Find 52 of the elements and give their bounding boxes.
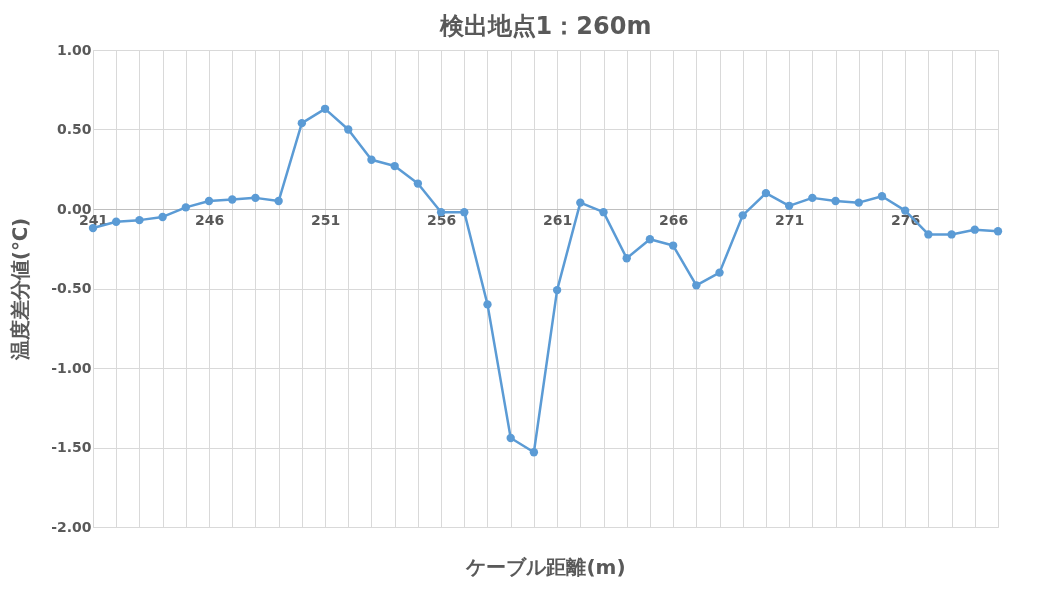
x-tick-label: 271: [775, 211, 805, 228]
point: [993, 227, 1003, 236]
x-tick-label: 266: [659, 211, 689, 228]
point: [204, 196, 214, 206]
point: [390, 161, 399, 171]
point: [715, 268, 724, 277]
point: [297, 118, 307, 128]
point: [738, 211, 747, 220]
point: [367, 155, 376, 164]
point: [599, 208, 608, 217]
point: [529, 448, 539, 457]
point: [576, 198, 585, 207]
point: [784, 201, 794, 210]
point: [112, 217, 121, 226]
x-tick-label: 261: [542, 211, 573, 228]
point: [483, 300, 492, 309]
x-tick-label: 251: [310, 211, 341, 228]
point: [761, 188, 771, 198]
y-tick-label: 0.50: [56, 121, 92, 137]
x-axis-title: ケーブル距離(m): [465, 554, 626, 579]
point: [135, 215, 144, 225]
x-tick-label: 246: [194, 211, 225, 228]
y-tick-label: -2.00: [51, 518, 92, 535]
point: [552, 285, 562, 295]
y-tick-label: 1.00: [56, 41, 92, 58]
point: [251, 193, 260, 203]
point: [320, 104, 330, 113]
point: [970, 225, 979, 234]
point: [228, 195, 237, 204]
point: [622, 254, 631, 263]
point: [877, 192, 887, 201]
y-tick-label: -0.50: [51, 280, 92, 296]
point: [692, 281, 701, 290]
chart-title: 検出地点1：260m: [438, 12, 652, 40]
y-axis-title: 温度差分値(℃): [8, 217, 33, 362]
point: [344, 125, 353, 134]
point: [854, 198, 863, 207]
point: [506, 433, 515, 443]
point: [924, 230, 933, 239]
point: [413, 179, 423, 188]
point: [181, 203, 190, 212]
point: [831, 196, 840, 206]
point: [460, 208, 469, 217]
point: [274, 196, 283, 206]
y-tick-label: -1.00: [51, 359, 92, 376]
x-tick-label: 256: [426, 211, 457, 228]
point: [808, 193, 817, 203]
y-tick-label: -1.50: [51, 439, 92, 455]
point: [158, 212, 167, 222]
point: [947, 230, 956, 239]
point: [668, 241, 678, 250]
point: [645, 235, 655, 244]
